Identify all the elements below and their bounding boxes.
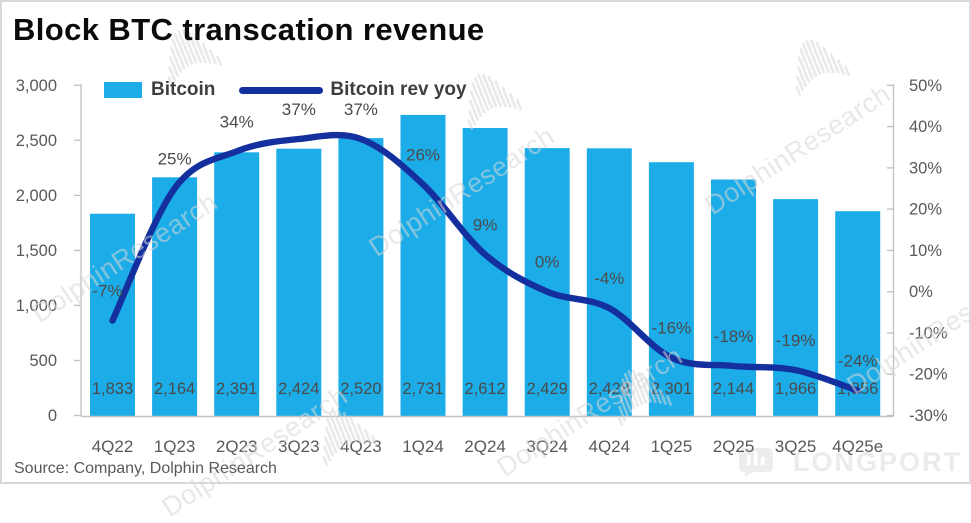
yoy-label: -18% bbox=[714, 327, 754, 346]
yoy-label: 34% bbox=[220, 112, 254, 131]
yoy-label: -24% bbox=[838, 352, 878, 371]
bar-value-label: 2,731 bbox=[402, 380, 443, 398]
bar-3Q23 bbox=[276, 148, 322, 417]
yoy-label: 37% bbox=[344, 100, 378, 119]
yoy-label: -7% bbox=[92, 282, 122, 301]
bar-value-label: 2,520 bbox=[340, 380, 381, 398]
bar-4Q23 bbox=[338, 138, 384, 417]
bar-2Q23 bbox=[214, 152, 260, 417]
left-tick-label: 2,000 bbox=[16, 187, 57, 205]
bar-2Q25 bbox=[711, 179, 756, 417]
right-tick-label: 10% bbox=[909, 242, 942, 260]
x-label-3Q24: 3Q24 bbox=[526, 437, 568, 456]
x-label-4Q23: 4Q23 bbox=[340, 437, 382, 456]
right-tick-label: 0% bbox=[909, 283, 933, 301]
legend: Bitcoin Bitcoin rev yoy bbox=[104, 79, 467, 101]
left-tick-label: 500 bbox=[29, 352, 57, 370]
legend-bar-swatch bbox=[104, 82, 142, 98]
bar-value-label: 2,391 bbox=[216, 380, 257, 398]
right-tick-label: -10% bbox=[909, 325, 948, 343]
right-tick-label: 50% bbox=[909, 77, 942, 95]
left-tick-label: 1,000 bbox=[16, 297, 57, 315]
bar-value-label: 1,833 bbox=[92, 380, 133, 398]
longport-text: LONGPORT bbox=[793, 446, 962, 477]
right-tick-label: -20% bbox=[909, 366, 948, 384]
longport-watermark: LONGPORT bbox=[737, 446, 962, 478]
x-label-4Q25e: 4Q25e bbox=[832, 437, 883, 456]
yoy-line bbox=[109, 131, 861, 394]
x-label-1Q23: 1Q23 bbox=[154, 437, 196, 456]
x-label-2Q25: 2Q25 bbox=[713, 437, 755, 456]
bar-value-label: 2,301 bbox=[651, 380, 692, 398]
bar-value-label: 2,429 bbox=[527, 380, 568, 398]
yoy-label: -16% bbox=[652, 319, 692, 338]
source-note: Source: Company, Dolphin Research bbox=[14, 460, 277, 477]
left-tick-label: 1,500 bbox=[16, 242, 57, 260]
bar-3Q25 bbox=[773, 199, 819, 417]
yoy-label: 0% bbox=[535, 253, 560, 272]
bar-4Q24 bbox=[586, 148, 632, 417]
left-tick-label: 2,500 bbox=[16, 132, 57, 150]
left-tick-label: 0 bbox=[48, 407, 57, 425]
legend-line-label: Bitcoin rev yoy bbox=[330, 79, 467, 100]
bar-1Q25 bbox=[648, 162, 694, 417]
yoy-label: 26% bbox=[406, 145, 440, 164]
x-label-1Q25: 1Q25 bbox=[651, 437, 693, 456]
yoy-label: 25% bbox=[158, 150, 192, 169]
x-label-4Q24: 4Q24 bbox=[589, 437, 631, 456]
bar-value-label: 2,164 bbox=[154, 380, 195, 398]
right-tick-label: 40% bbox=[909, 118, 942, 136]
yoy-label: -19% bbox=[776, 331, 816, 350]
x-label-3Q25: 3Q25 bbox=[775, 437, 817, 456]
right-tick-label: 20% bbox=[909, 201, 942, 219]
x-label-4Q22: 4Q22 bbox=[92, 437, 134, 456]
combo-chart: 3,000 2,500 2,000 1,500 1,000 500 0 50% 40% 30% 20… bbox=[16, 77, 948, 456]
chart-title: Block BTC transcation revenue bbox=[13, 12, 485, 47]
x-label-3Q23: 3Q23 bbox=[278, 437, 320, 456]
legend-bar-label: Bitcoin bbox=[151, 79, 216, 100]
bar-value-label: 1,966 bbox=[775, 380, 816, 398]
right-tick-label: 30% bbox=[909, 159, 942, 177]
bar-2Q24 bbox=[462, 128, 508, 417]
bar-value-label: 2,424 bbox=[278, 380, 319, 398]
bar-value-label: 2,612 bbox=[464, 380, 505, 398]
yoy-label: -4% bbox=[594, 269, 624, 288]
yoy-label: 37% bbox=[282, 100, 316, 119]
x-label-2Q23: 2Q23 bbox=[216, 437, 258, 456]
yoy-label: 9% bbox=[473, 216, 498, 235]
x-label-2Q24: 2Q24 bbox=[464, 437, 506, 456]
left-tick-label: 3,000 bbox=[16, 77, 57, 95]
bar-1Q24 bbox=[400, 114, 446, 417]
bar-value-label: 2,144 bbox=[713, 380, 754, 398]
right-tick-label: -30% bbox=[909, 407, 948, 425]
x-label-1Q24: 1Q24 bbox=[402, 437, 444, 456]
bar-value-label: 2,428 bbox=[589, 380, 630, 398]
longport-logo-icon bbox=[739, 448, 773, 477]
legend-line-swatch bbox=[239, 86, 324, 94]
